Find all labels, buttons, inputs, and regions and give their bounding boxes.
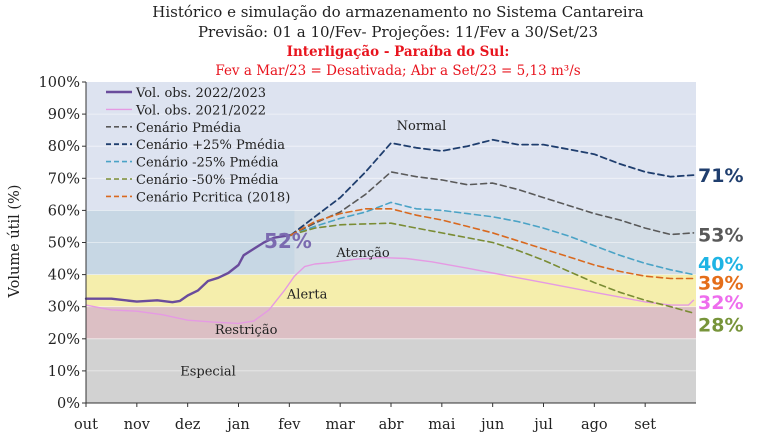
legend-label-cenario-pcritica-2018: Cenário Pcritica (2018) — [136, 190, 290, 205]
x-tick-label: nov — [124, 417, 151, 433]
axes: 0% 10% 20% 30% 40% 50% 60% 70% 80% 90% 100% out nov d… — [39, 75, 696, 433]
annotation-52: 52% — [264, 229, 312, 253]
legend-label-vol-obs-2021-2022: Vol. obs. 2021/2022 — [135, 103, 266, 118]
y-tick-label: 40% — [48, 268, 80, 284]
annotation-71: 71% — [698, 165, 743, 187]
y-tick-label: 50% — [48, 236, 80, 252]
annotation-28: 28% — [698, 314, 743, 336]
value-annotations: 52% 71% 53% 40%39%32%28% — [264, 165, 744, 336]
x-tick-label: jan — [225, 417, 249, 433]
zone-alerta — [86, 274, 696, 307]
series-line-cenario-50-pmedia — [290, 222, 695, 314]
x-tick-label: jul — [532, 417, 553, 433]
y-tick-label: 20% — [48, 332, 80, 348]
series-line-cenario-pcritica-2018 — [290, 208, 695, 280]
y-tick-label: 0% — [57, 396, 80, 412]
x-tick-label: set — [634, 417, 656, 433]
legend-label-cenario-25-pmedia: Cenário +25% Pmédia — [136, 138, 285, 153]
series-line-cenario-pmedia — [290, 171, 695, 236]
zone-label-alerta: Alerta — [286, 288, 328, 303]
legend-label-cenario-50-pmedia: Cenário -50% Pmédia — [136, 173, 279, 188]
series-group — [84, 138, 695, 325]
legend-label-cenario-25-pmedia: Cenário -25% Pmédia — [136, 156, 279, 171]
y-tick-label: 30% — [48, 300, 80, 316]
x-tick-label: ago — [581, 417, 608, 433]
x-tick-label: dez — [175, 417, 201, 433]
legend: Vol. obs. 2022/2023 Vol. obs. 2021/2022 Ce… — [106, 86, 290, 205]
y-tick-label: 60% — [48, 203, 80, 219]
zone-label-normal: Normal — [397, 119, 447, 134]
y-tick-label: 100% — [39, 75, 80, 91]
chart-subtitle: Previsão: 01 a 10/Fev- Projeções: 11/Fev… — [198, 23, 598, 41]
x-tick-label: fev — [278, 417, 301, 433]
annotation-39: 39% — [698, 273, 743, 295]
y-tick-label: 10% — [48, 364, 80, 380]
y-axis-label: Volume útil (%) — [7, 185, 23, 299]
zone-label-restricao: Restrição — [215, 323, 278, 338]
y-tick-label: 70% — [48, 171, 80, 187]
gridlines — [86, 113, 696, 372]
series-line-vol-obs-2021-2022 — [85, 256, 695, 325]
x-tick-label: mai — [428, 417, 455, 433]
y-tick-label: 80% — [48, 139, 80, 155]
annotation-53: 53% — [698, 224, 743, 246]
x-tick-label: mar — [326, 417, 355, 433]
annotation-40: 40% — [698, 253, 743, 275]
series-line-vol-obs-2022-2023 — [84, 233, 293, 304]
x-tick-label: abr — [379, 417, 404, 433]
series-line-cenario-25-pmedia — [290, 138, 695, 236]
x-tick-label: jun — [479, 417, 504, 433]
y-tick-label: 90% — [48, 107, 80, 123]
chart-note-text: Fev a Mar/23 = Desativada; Abr a Set/23 … — [215, 63, 580, 79]
legend-label-vol-obs-2022-2023: Vol. obs. 2022/2023 — [135, 86, 266, 101]
chart-title: Histórico e simulação do armazenamento n… — [152, 3, 643, 21]
zone-label-atencao: Atenção — [335, 246, 389, 261]
series-line-cenario-25-pmedia — [290, 201, 695, 276]
legend-label-cenario-pmedia: Cenário Pmédia — [136, 121, 241, 136]
annotation-32: 32% — [698, 292, 743, 314]
chart-note-title: Interligação - Paraíba do Sul: — [287, 44, 510, 60]
zone-labels: Normal Atenção Alerta Restrição Especial — [180, 119, 446, 380]
zone-restricao — [86, 306, 696, 339]
x-tick-label: out — [74, 417, 98, 433]
zone-label-especial: Especial — [180, 365, 236, 380]
